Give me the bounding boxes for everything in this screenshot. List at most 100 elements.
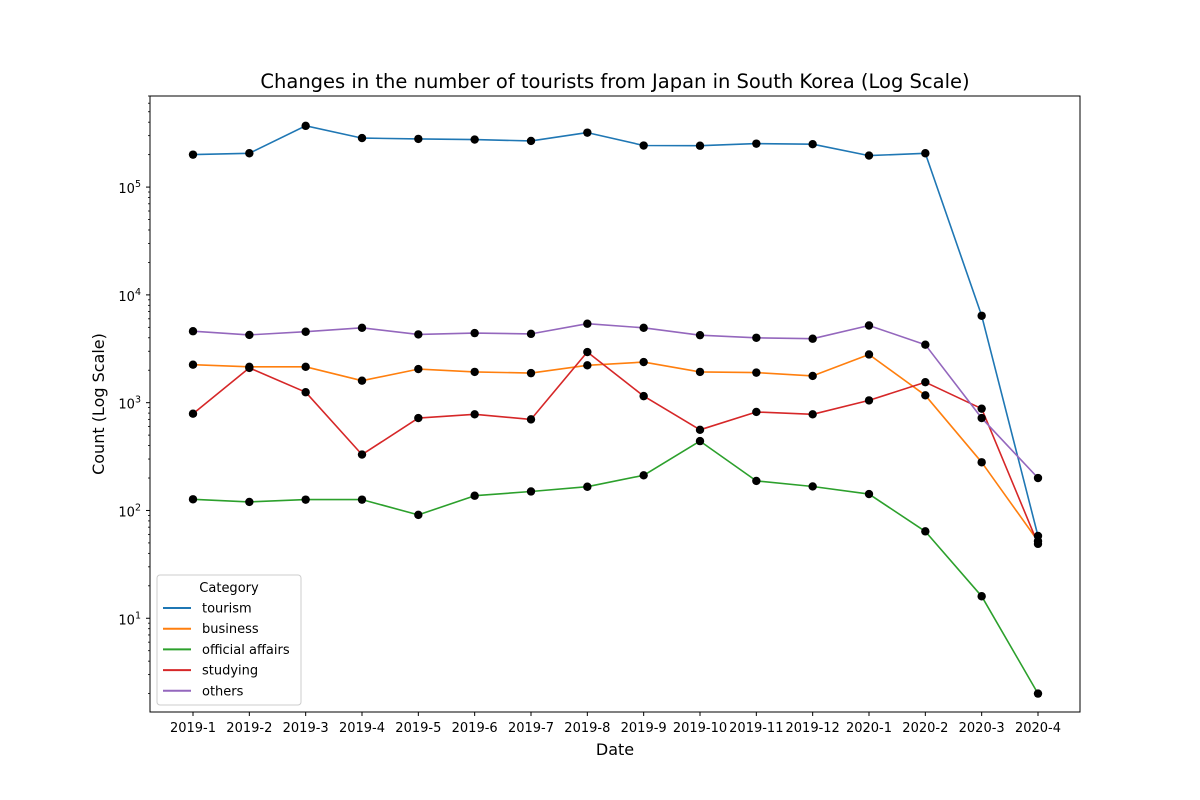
data-point-studying [808,410,817,419]
x-tick-label: 2019-3 [283,721,329,736]
data-point-tourism [695,141,705,150]
data-point-official-affairs [188,495,198,504]
data-point-studying [921,377,930,387]
data-point-others [470,328,479,338]
data-point-official-affairs [357,495,367,504]
series-line-official-affairs [192,440,1039,695]
data-point-official-affairs [977,592,986,601]
data-point-business [188,360,198,369]
data-point-tourism [921,149,930,158]
legend-label: tourism [202,602,252,617]
legend: Category tourism business official affairs… [156,574,302,706]
data-point-studying [357,450,367,459]
data-point-others [1033,473,1043,483]
y-tick-exponent: 3 [135,395,141,406]
data-point-official-affairs [1033,689,1043,698]
data-point-tourism [470,135,479,144]
data-point-business [301,362,310,372]
y-tick-label: 102 [118,502,141,520]
series-line-tourism [192,125,1039,537]
data-point-tourism [808,139,817,149]
data-point-official-affairs [639,471,648,480]
data-point-others [583,319,592,328]
x-tick-label: 2019-8 [564,721,610,736]
data-point-studying [414,413,423,423]
data-point-studying [639,391,648,401]
data-point-studying [583,347,592,357]
y-tick-label: 105 [118,179,141,197]
data-point-official-affairs [864,489,874,499]
x-tick-label: 2020-3 [959,721,1005,736]
data-point-tourism [526,136,536,146]
data-point-tourism [639,141,648,150]
data-point-business [977,458,986,467]
data-point-official-affairs [583,482,592,491]
data-point-studying [245,363,254,373]
y-tick-label: 103 [118,395,141,413]
y-tick-exponent: 4 [135,287,141,298]
data-point-others [639,323,648,333]
data-point-tourism [188,150,198,159]
x-tick-label: 2019-12 [786,721,840,736]
data-point-tourism [583,128,592,137]
data-point-others [752,333,761,342]
y-tick-label: 101 [118,610,141,628]
data-point-official-affairs [695,436,705,446]
x-tick-label: 2019-2 [226,721,272,736]
legend-label: others [202,684,244,699]
x-tick-label: 2020-2 [902,721,948,736]
x-tick-label: 2019-6 [452,721,498,736]
data-point-business [583,361,592,370]
data-point-others [301,327,310,336]
plot-area [188,121,1043,698]
legend-label: studying [202,664,258,679]
x-tick-label: 2020-1 [846,721,892,736]
plot-frame [149,95,1081,713]
data-point-business [470,367,479,377]
x-tick-label: 2020-4 [1015,721,1061,736]
x-axis-label: Date [596,740,634,759]
x-tick-label: 2019-4 [339,721,385,736]
data-point-others [977,413,986,423]
data-point-studying [864,396,874,405]
legend-label: business [202,622,259,637]
data-point-others [526,329,536,339]
legend-label: official affairs [202,643,290,658]
x-tick-label: 2019-1 [170,721,216,736]
y-axis-label: Count (Log Scale) [89,333,108,475]
x-tick-label: 2019-10 [673,721,727,736]
data-point-others [921,340,930,349]
data-point-others [245,330,254,340]
data-point-studying [470,410,479,419]
data-point-studying [695,425,705,435]
series-line-others [192,322,1039,479]
data-point-studying [752,407,761,417]
data-point-official-affairs [414,510,423,520]
data-point-studying [301,388,310,397]
y-tick-exponent: 2 [135,502,141,513]
y-tick-base: 10 [118,182,135,197]
data-point-business [864,350,874,359]
y-tick-label: 104 [118,287,141,305]
legend-box [156,574,302,706]
data-point-others [357,323,367,333]
data-point-tourism [414,134,423,144]
data-point-official-affairs [921,527,930,536]
data-point-studying [1033,539,1043,549]
data-point-official-affairs [526,487,536,496]
data-point-studying [977,404,986,413]
data-point-tourism [245,149,254,158]
x-axis: 2019-1 2019-2 2019-3 2019-4 2019-5 2019-6 2019… [170,712,1061,736]
y-tick-exponent: 5 [135,179,141,190]
y-tick-base: 10 [118,398,135,413]
data-point-others [188,327,198,336]
x-tick-label: 2019-5 [395,721,441,736]
y-tick-base: 10 [118,290,135,305]
data-point-tourism [752,139,761,148]
data-point-tourism [301,121,310,131]
data-point-studying [188,409,198,418]
data-point-business [414,364,423,374]
data-point-business [752,368,761,377]
